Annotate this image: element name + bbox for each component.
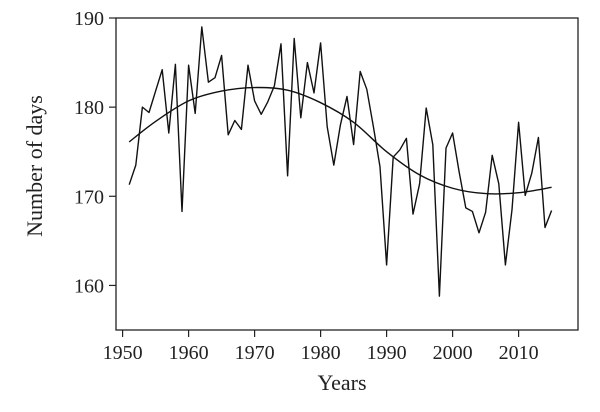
y-tick-label: 180 bbox=[74, 97, 104, 119]
trend-curve-line bbox=[128, 86, 552, 195]
x-tick-label: 2010 bbox=[499, 342, 539, 364]
x-tick-label: 1970 bbox=[235, 342, 275, 364]
y-tick-label: 160 bbox=[74, 275, 104, 297]
y-tick-label: 190 bbox=[74, 8, 104, 30]
series-layer bbox=[128, 26, 553, 297]
plot-frame bbox=[115, 17, 579, 331]
y-tick-label: 170 bbox=[74, 186, 104, 208]
y-axis-title: Number of days bbox=[22, 95, 47, 237]
x-tick-label: 1980 bbox=[301, 342, 341, 364]
x-tick-label: 1960 bbox=[169, 342, 209, 364]
annual-days-series-line bbox=[128, 26, 553, 297]
x-axis-title: Years bbox=[317, 370, 366, 395]
x-tick-label: 1990 bbox=[367, 342, 407, 364]
x-tick-label: 1950 bbox=[103, 342, 143, 364]
x-tick-label: 2000 bbox=[433, 342, 473, 364]
plot-axes: 1950 1960 1970 1980 1990 2000 2010 160 170 180 190 bbox=[74, 8, 579, 364]
